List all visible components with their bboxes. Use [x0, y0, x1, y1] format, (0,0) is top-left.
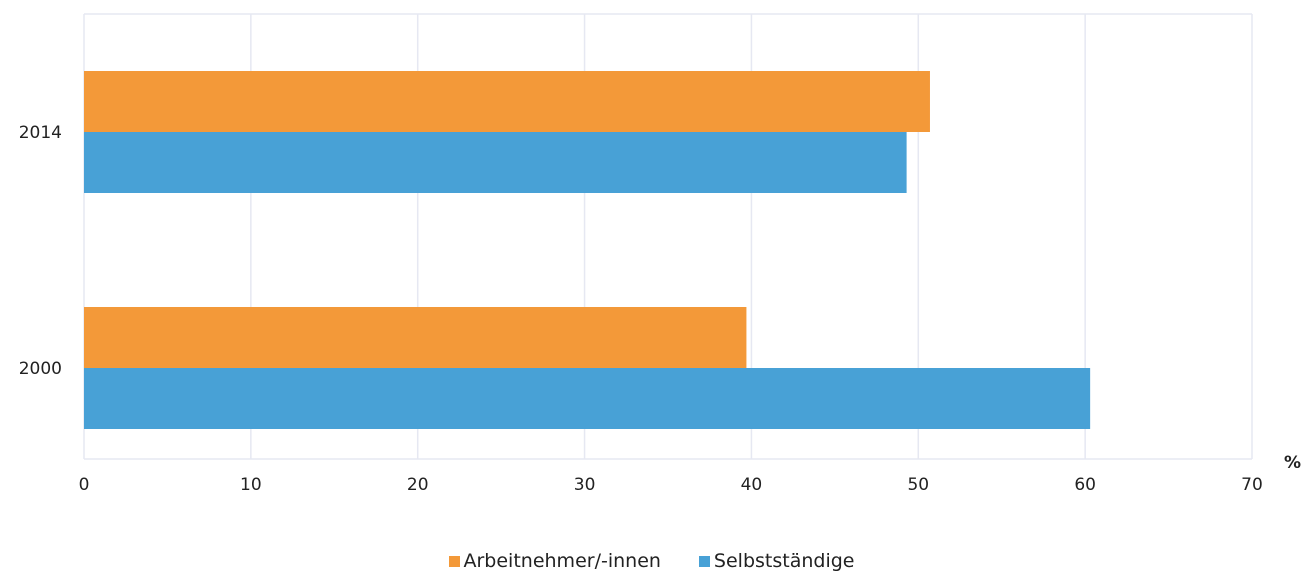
x-tick-label: 50 [907, 475, 929, 495]
x-tick-label: 20 [407, 475, 429, 495]
legend-label-arbeitnehmer: Arbeitnehmer/-innen [463, 550, 661, 572]
bars [84, 71, 1091, 429]
y-axis-category-labels: 2014 2000 [19, 123, 62, 379]
legend-label-selbststaendige: Selbstständige [713, 550, 855, 572]
y-category-label: 2000 [19, 359, 62, 379]
x-tick-label: 60 [1074, 475, 1096, 495]
x-axis-unit-label: % [1284, 453, 1301, 473]
y-category-label: 2014 [19, 123, 62, 143]
legend-item-arbeitnehmer: Arbeitnehmer/-innen [448, 550, 661, 572]
x-tick-label: 0 [79, 475, 90, 495]
bar-arbeitnehmer-2014 [84, 71, 930, 132]
bar-selbststaendige-2000 [84, 368, 1091, 429]
x-tick-label: 30 [574, 475, 596, 495]
x-tick-label: 10 [240, 475, 262, 495]
legend-swatch-selbststaendige [698, 555, 710, 567]
legend-item-selbststaendige: Selbstständige [698, 550, 855, 572]
x-axis-tick-labels: 0 10 20 30 40 50 60 70 [79, 475, 1263, 495]
x-tick-label: 70 [1241, 475, 1263, 495]
bar-selbststaendige-2014 [84, 132, 907, 193]
x-tick-label: 40 [741, 475, 763, 495]
bar-arbeitnehmer-2000 [84, 307, 747, 368]
legend-swatch-arbeitnehmer [448, 555, 460, 567]
legend: Arbeitnehmer/-innen Selbstständige [0, 550, 1303, 572]
